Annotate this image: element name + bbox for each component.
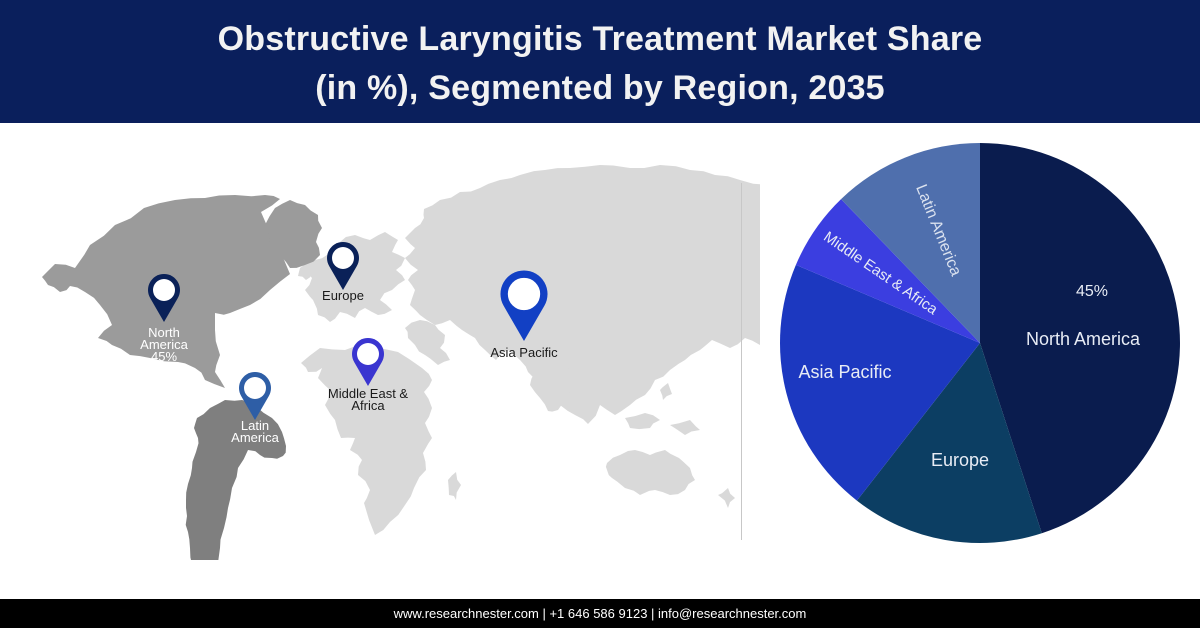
svg-text:45%: 45%	[151, 349, 177, 364]
svg-text:Asia Pacific: Asia Pacific	[490, 345, 558, 360]
svg-text:Africa: Africa	[351, 398, 385, 413]
svg-text:Europe: Europe	[322, 288, 364, 303]
svg-text:America: America	[231, 430, 279, 445]
